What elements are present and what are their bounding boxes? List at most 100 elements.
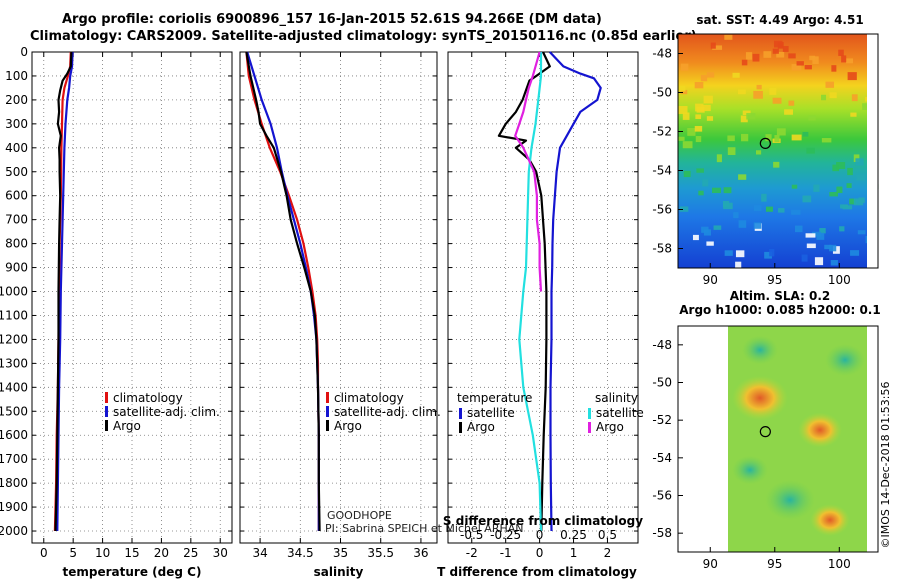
difference-legend-temperature-entry: satellite	[467, 406, 515, 420]
map-sst-cell	[696, 106, 705, 113]
map-sst-cell	[813, 184, 820, 192]
difference-series-salinity-argo	[514, 51, 543, 292]
map-sst-cell	[841, 55, 847, 63]
map-sst-cell	[772, 48, 779, 54]
difference-series-temperature-satellite	[549, 51, 602, 532]
map-sla-ytick-label: -56	[652, 489, 672, 503]
map-sst-cell	[776, 51, 785, 58]
map-sst-cell	[847, 167, 853, 176]
map-sst-cell	[753, 90, 763, 99]
map-sst-cell	[756, 84, 762, 90]
map-sst-xtick-label: 95	[767, 273, 782, 287]
temperature-xtick-label: 5	[69, 546, 77, 560]
temperature-xtick-label: 15	[124, 546, 139, 560]
map-sst-cell	[764, 251, 772, 259]
temperature-legend-swatch	[105, 392, 108, 403]
difference-xlabel: T difference from climatology	[437, 565, 637, 579]
temperature-series-satellite-adj-clim-	[56, 51, 74, 532]
difference-legend-temperature-title: temperature	[457, 391, 532, 405]
depth-tick-label: 100	[5, 69, 28, 83]
difference-legend-temperature-swatch	[459, 408, 462, 419]
map-sst-cell	[687, 127, 696, 136]
difference-series-temperature-argo	[497, 51, 551, 532]
map-sla-ytick-label: -52	[652, 413, 672, 427]
difference-xtick-label: -1	[500, 546, 512, 560]
map-sst-cell	[738, 220, 747, 228]
map-sst-title-0: sat. SST: 4.49 Argo: 4.51	[696, 13, 863, 27]
map-sst-cell	[791, 209, 801, 215]
map-sst-cell	[741, 59, 748, 66]
map-sst-cell	[862, 103, 871, 111]
map-sst-cell	[773, 161, 780, 168]
map-sst-cell	[840, 204, 849, 209]
map-sst-cell	[700, 74, 708, 82]
map-sst-cell	[712, 187, 722, 194]
map-sst-cell	[740, 115, 748, 123]
temperature-xtick-label: 20	[154, 546, 169, 560]
difference-legend-salinity-swatch	[588, 408, 591, 419]
map-sla-anomaly	[798, 412, 842, 448]
map-sst-cell	[680, 89, 688, 95]
map-sst-cell	[819, 228, 826, 234]
temperature-legend-entry: Argo	[113, 419, 141, 433]
map-sst-cell	[772, 97, 782, 104]
map-sst-cell	[829, 92, 837, 99]
map-sla-anomaly	[732, 375, 788, 421]
depth-tick-label: 1500	[0, 404, 28, 418]
title-line-1: Argo profile: coriolis 6900896_157 16-Ja…	[62, 12, 602, 27]
salinity-legend-swatch	[326, 406, 329, 417]
map-sst-cell	[723, 187, 732, 194]
temperature-xlabel: temperature (deg C)	[63, 565, 202, 579]
temperature-xtick-label: 0	[40, 546, 48, 560]
map-sst-cell	[706, 241, 714, 246]
difference-legend-salinity-title: salinity	[595, 391, 638, 405]
map-sst-cell	[829, 192, 838, 197]
map-sst-cell	[845, 58, 854, 64]
map-sst-cell	[825, 81, 835, 88]
salinity-xlabel: salinity	[314, 565, 364, 579]
salinity-xtick-label: 34	[252, 546, 267, 560]
salinity-legend-entry: climatology	[334, 391, 404, 405]
map-sst-cell	[853, 154, 860, 163]
temperature-legend-swatch	[105, 406, 108, 417]
map-sst-cell	[791, 64, 802, 71]
map-sst-cell	[706, 116, 714, 121]
map-sst-cell	[804, 65, 812, 70]
difference-s-tick-label: 0.5	[598, 528, 617, 542]
map-sst-cell	[763, 51, 772, 58]
map-sst-cell	[830, 260, 838, 266]
map-sst-cell	[682, 141, 693, 149]
depth-tick-label: 200	[5, 93, 28, 107]
map-sst-cell	[801, 254, 808, 262]
salinity-annotation-pi: PI: Sabrina SPEICH et Michel ARHAN	[325, 522, 524, 535]
map-sst-cell	[788, 100, 795, 106]
map-sst-ytick-label: -48	[652, 47, 672, 61]
depth-tick-label: 1600	[0, 428, 28, 442]
map-sst-cell	[809, 55, 816, 61]
difference-legend-salinity-swatch	[588, 422, 591, 433]
map-sst-cell	[722, 200, 730, 208]
depth-tick-label: 1200	[0, 332, 28, 346]
map-sst-cell	[695, 136, 702, 143]
map-sla-float-marker	[759, 426, 771, 438]
difference-legend-temperature-entry: Argo	[467, 420, 495, 434]
depth-tick-label: 1100	[0, 308, 28, 322]
map-sst-cell	[778, 208, 785, 213]
temperature-legend-entry: satellite-adj. clim.	[113, 405, 220, 419]
map-sst-cell	[824, 244, 832, 250]
temperature-legend-swatch	[105, 420, 108, 431]
map-sst-cell	[821, 138, 832, 143]
map-sst-cell	[678, 136, 685, 141]
difference-xtick-label: -2	[466, 546, 478, 560]
difference-s-axis-label: S difference from climatology	[443, 514, 643, 528]
temperature-legend-entry: climatology	[113, 391, 183, 405]
depth-tick-label: 300	[5, 117, 28, 131]
map-sst-cell	[855, 158, 864, 166]
depth-tick-label: 1300	[0, 356, 28, 370]
map-sst-cell	[746, 113, 756, 120]
map-sst-cell	[805, 233, 816, 238]
depth-tick-label: 700	[5, 213, 28, 227]
temperature-xtick-label: 25	[183, 546, 198, 560]
difference-s-tick-label: 0	[536, 528, 544, 542]
